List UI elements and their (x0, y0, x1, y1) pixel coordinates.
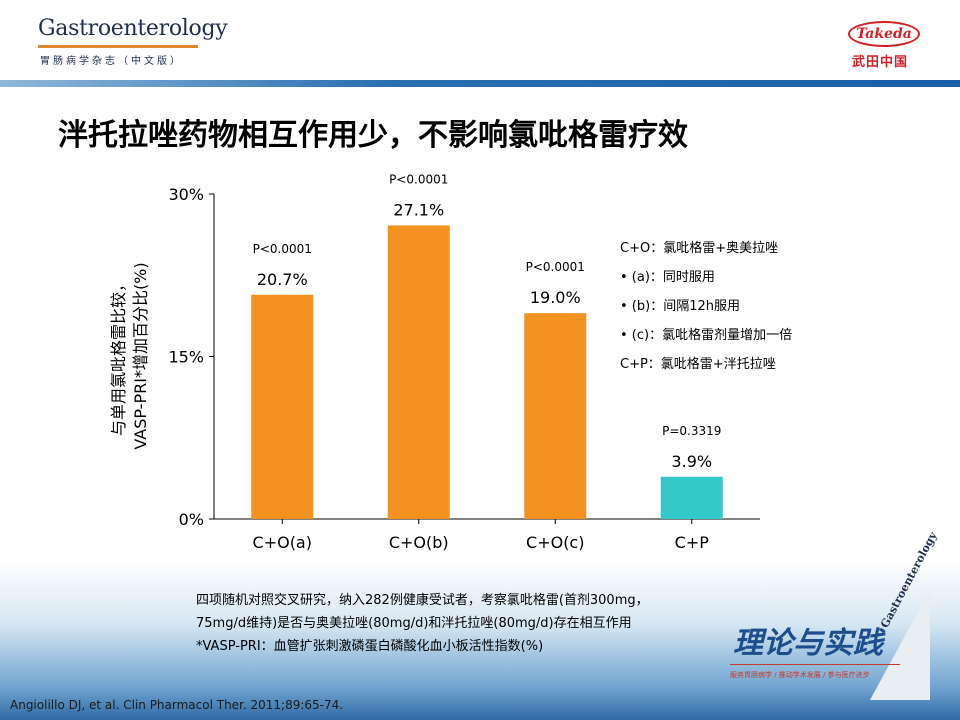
category-label: C+O(b) (389, 533, 449, 552)
value-label: 19.0% (530, 288, 581, 307)
bar (251, 294, 314, 519)
takeda-logo: Takeda (848, 21, 920, 47)
bar (387, 225, 450, 519)
bar (660, 476, 723, 519)
header-bar (0, 80, 960, 87)
legend-note: • (c)：氯吡格雷剂量增加一倍 (620, 328, 793, 343)
value-label: 20.7% (257, 270, 308, 289)
p-value-label: P=0.3319 (662, 424, 721, 438)
journal-logo-subtitle: 胃肠病学杂志（中文版） (40, 56, 183, 67)
bar-chart: 与单用氯吡格雷比较， VASP-PRI*增加百分比(%) 0% 15% 30% 20.… (109, 172, 760, 552)
method-line: *VASP-PRI：血管扩张刺激磷蛋白磷酸化血小板活性指数(%) (196, 639, 544, 654)
method-description: 四项随机对照交叉研究，纳入282例健康受试者，考察氯吡格雷(首剂300mg， 7… (196, 589, 649, 658)
bar (524, 313, 587, 519)
p-value-label: P<0.0001 (253, 242, 312, 256)
y-axis-label-line: VASP-PRI*增加百分比(%) (131, 262, 150, 449)
chart-labels: 20.7% P<0.0001 C+O(a) 27.1% P<0.0001 C+O(b) 19… (253, 172, 722, 552)
practice-subtitle: 服务胃肠病学 / 推动学术发展 / 参与医疗进步 (730, 671, 870, 679)
chart-axes: 0% 15% 30% (168, 185, 760, 529)
y-tick-label: 15% (168, 348, 204, 367)
sail-image (870, 590, 930, 700)
ocean-background (0, 560, 960, 720)
legend-note: • (a)：同时服用 (620, 270, 715, 285)
takeda-cn-label: 武田中国 (852, 55, 909, 70)
practice-logo: 理论与实践 (733, 626, 883, 661)
method-line: 75mg/d维持)是否与奥美拉唑(80mg/d)和泮托拉唑(80mg/d)存在相… (196, 616, 632, 631)
y-tick-label: 30% (168, 185, 204, 204)
y-axis-label: 与单用氯吡格雷比较， VASP-PRI*增加百分比(%) (109, 262, 150, 449)
method-line: 四项随机对照交叉研究，纳入282例健康受试者，考察氯吡格雷(首剂300mg， (196, 593, 649, 608)
journal-logo-rule (38, 45, 198, 48)
slide-title: 泮托拉唑药物相互作用少，不影响氯吡格雷疗效 (58, 118, 688, 153)
reference-citation: Angiolillo DJ, et al. Clin Pharmacol The… (10, 698, 344, 712)
p-value-label: P<0.0001 (389, 172, 448, 186)
y-tick-label: 0% (179, 510, 204, 529)
category-label: C+O(c) (526, 533, 584, 552)
legend-note: C+P：氯吡格雷+泮托拉唑 (620, 357, 776, 372)
category-label: C+P (675, 533, 710, 552)
journal-logo-title: Gastroenterology (38, 16, 228, 41)
value-label: 27.1% (393, 200, 444, 219)
legend-note: • (b)：间隔12h服用 (620, 299, 740, 314)
legend-notes: C+O：氯吡格雷+奥美拉唑 • (a)：同时服用 • (b)：间隔12h服用 •… (620, 238, 792, 383)
category-label: C+O(a) (253, 533, 312, 552)
p-value-label: P<0.0001 (526, 260, 585, 274)
value-label: 3.9% (671, 452, 712, 471)
y-axis-label-line: 与单用氯吡格雷比较， (109, 276, 128, 436)
practice-rule (730, 664, 900, 665)
chart-bars (251, 225, 723, 519)
legend-note: C+O：氯吡格雷+奥美拉唑 (620, 241, 779, 256)
